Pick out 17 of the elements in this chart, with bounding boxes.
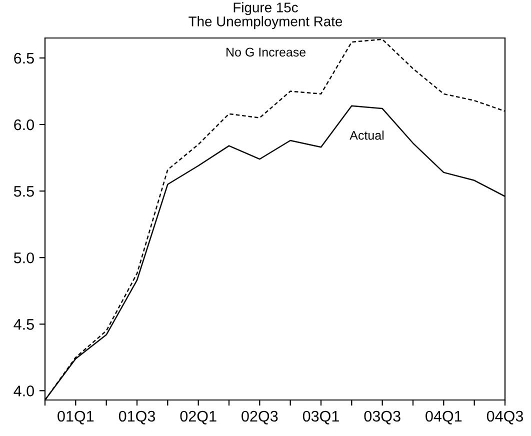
y-tick-label: 6.5: [14, 52, 34, 64]
x-tick-label: 02Q1: [180, 410, 216, 424]
series-label: Actual: [350, 130, 384, 140]
x-tick-label: 03Q3: [364, 410, 400, 424]
x-tick-label: 01Q1: [58, 410, 94, 424]
chart-title: Figure 15c The Unemployment Rate: [188, 2, 342, 30]
y-tick-label: 5.5: [14, 186, 34, 197]
y-tick-label: 5.0: [14, 252, 34, 264]
x-tick-label: 04Q1: [426, 410, 462, 424]
x-tick-label: 01Q3: [118, 410, 156, 424]
x-tick-label: 02Q3: [242, 410, 278, 424]
x-tick-label: 04Q3: [486, 410, 524, 424]
y-tick-label: 4.5: [14, 319, 34, 330]
text: No G Increase: [226, 48, 306, 57]
x-tick-label: 03Q1: [302, 410, 339, 424]
y-tick-label: 4.0: [14, 386, 34, 396]
y-tick-label: 6.0: [14, 119, 34, 130]
